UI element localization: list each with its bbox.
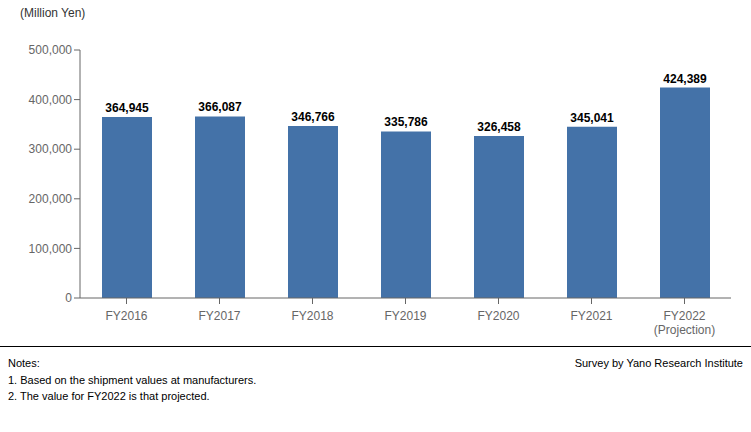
svg-text:FY2022(Projection): FY2022(Projection): [654, 309, 715, 337]
svg-text:500,000: 500,000: [29, 43, 73, 57]
svg-text:FY2020: FY2020: [477, 309, 519, 323]
svg-text:FY2018: FY2018: [291, 309, 333, 323]
svg-text:326,458: 326,458: [477, 120, 521, 134]
svg-text:200,000: 200,000: [29, 192, 73, 206]
svg-text:FY2021: FY2021: [570, 309, 612, 323]
svg-text:346,766: 346,766: [291, 110, 335, 124]
svg-text:100,000: 100,000: [29, 242, 73, 256]
svg-text:364,945: 364,945: [105, 101, 149, 115]
svg-text:424,389: 424,389: [663, 72, 707, 86]
svg-text:FY2017: FY2017: [198, 309, 240, 323]
svg-text:335,786: 335,786: [384, 115, 428, 129]
svg-text:0: 0: [65, 291, 72, 305]
svg-text:FY2019: FY2019: [384, 309, 426, 323]
svg-text:366,087: 366,087: [198, 100, 242, 114]
html-text:(Million Yen): (Million Yen): [20, 6, 86, 20]
html-text:Notes: 1. Based on the shipmen: Notes: 1. Based on the shipment values a…: [8, 357, 257, 402]
svg-text:300,000: 300,000: [29, 142, 73, 156]
html-text:Survey by Yano Research Instit: Survey by Yano Research Institute: [574, 357, 743, 369]
svg-text:FY2016: FY2016: [105, 309, 147, 323]
svg-text:400,000: 400,000: [29, 93, 73, 107]
svg-text:345,041: 345,041: [570, 111, 614, 125]
